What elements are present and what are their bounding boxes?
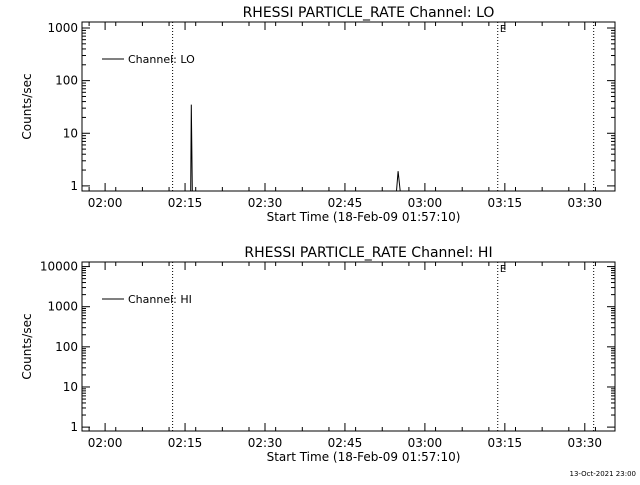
footer-timestamp: 13-Oct-2021 23:00 — [570, 470, 636, 478]
x-tick-label: 03:30 — [567, 196, 602, 210]
x-tick-label: 02:15 — [168, 436, 203, 450]
y-tick-label: 10 — [63, 380, 78, 394]
x-tick-label: 02:45 — [328, 436, 363, 450]
y-axis-label: Counts/sec — [20, 73, 34, 139]
y-tick-label: 100 — [55, 74, 78, 88]
x-tick-label: 02:00 — [88, 436, 123, 450]
y-tick-label: 100 — [55, 340, 78, 354]
x-tick-label: 03:00 — [408, 196, 443, 210]
x-tick-label: 02:15 — [168, 196, 203, 210]
legend-label: Channel: HI — [128, 293, 192, 306]
plot-frame — [81, 261, 616, 432]
marker-label: E — [500, 264, 506, 275]
x-axis-label: Start Time (18-Feb-09 01:57:10) — [267, 210, 461, 224]
y-tick-label: 1000 — [47, 300, 78, 314]
x-axis-label: Start Time (18-Feb-09 01:57:10) — [267, 450, 461, 464]
x-tick-label: 02:00 — [88, 196, 123, 210]
x-tick-label: 03:15 — [488, 196, 523, 210]
chart-panel-lo: RHESSI PARTICLE_RATE Channel: LO E 02:00 02… — [20, 5, 616, 224]
marker-label: E — [500, 24, 506, 35]
y-tick-label: 10000 — [40, 260, 78, 274]
x-tick-label: 03:30 — [567, 436, 602, 450]
x-tick-label: 03:00 — [408, 436, 443, 450]
chart-panel-hi: RHESSI PARTICLE_RATE Channel: HI E 02:00 02… — [20, 245, 616, 464]
x-tick-label: 02:30 — [248, 436, 283, 450]
y-tick-label: 1000 — [47, 21, 78, 35]
y-tick-label: 1 — [70, 420, 78, 434]
x-tick-label: 03:15 — [488, 436, 523, 450]
series-line — [190, 104, 401, 192]
y-tick-label: 1 — [70, 179, 78, 193]
legend-label: Channel: LO — [128, 53, 195, 66]
plot-frame — [81, 21, 616, 192]
x-tick-label: 02:45 — [328, 196, 363, 210]
y-tick-label: 10 — [63, 126, 78, 140]
x-tick-label: 02:30 — [248, 196, 283, 210]
chart-title: RHESSI PARTICLE_RATE Channel: HI — [244, 245, 492, 261]
y-axis-label: Counts/sec — [20, 313, 34, 379]
chart-title: RHESSI PARTICLE_RATE Channel: LO — [243, 5, 495, 21]
